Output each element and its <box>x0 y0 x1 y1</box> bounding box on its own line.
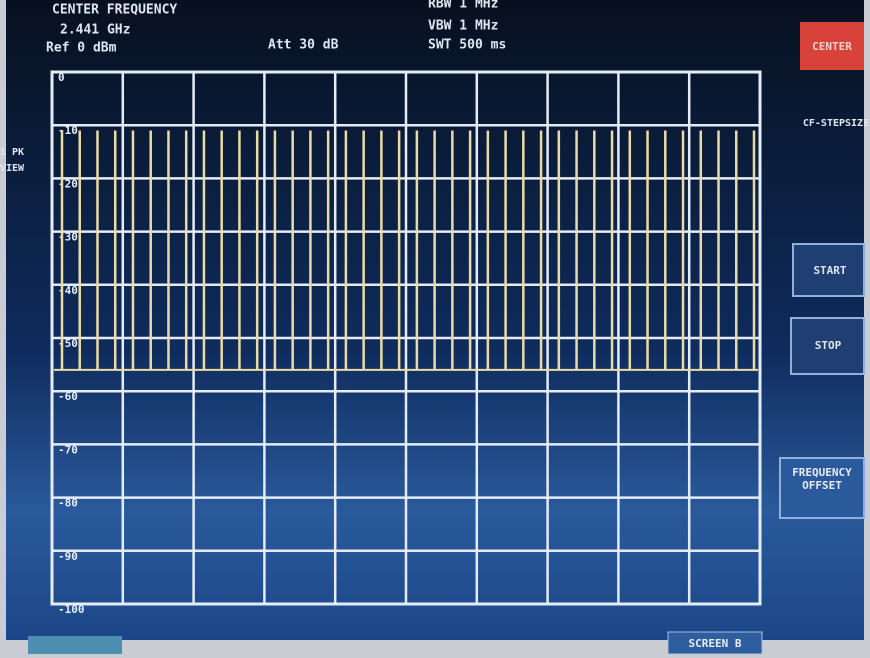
attenuation: Att 30 dB <box>268 38 339 53</box>
softkey-offset-text: FREQUENCY OFFSET <box>792 466 852 492</box>
ref-level: Ref 0 dBm <box>46 41 117 56</box>
y-tick-label: -90 <box>58 550 78 563</box>
plot: 0-10-20-30-40-50-60-70-80-90-100 <box>50 70 762 616</box>
softkey-label[interactable]: STOP <box>815 339 842 352</box>
bottom-tab[interactable] <box>28 636 122 654</box>
softkey-label[interactable]: FREQUENCY OFFSET <box>792 466 852 492</box>
y-tick-label: -100 <box>58 603 85 616</box>
vbw: VBW 1 MHz <box>428 19 498 34</box>
softkey-offset[interactable] <box>779 457 865 519</box>
center-value: 2.441 GHz <box>60 23 130 38</box>
softkey-label[interactable]: CENTER <box>812 40 852 53</box>
y-tick-label: -60 <box>58 390 78 403</box>
y-tick-label: -70 <box>58 443 78 456</box>
center-label: CENTER FREQUENCY <box>52 3 177 18</box>
sweep-time: SWT 500 ms <box>428 38 506 53</box>
softkey-stop[interactable] <box>790 317 865 375</box>
softkey-label[interactable]: CF-STEPSIZE <box>803 118 869 129</box>
trace-view: VIEW <box>0 163 25 174</box>
softkey-center[interactable] <box>800 22 864 70</box>
y-tick-label: 0 <box>58 71 65 84</box>
softkey-start[interactable] <box>792 243 865 297</box>
y-tick-label: -80 <box>58 497 78 510</box>
softkey-label[interactable]: START <box>813 264 846 277</box>
screen-label[interactable]: SCREEN B <box>689 637 742 650</box>
trace-mode: 1 PK <box>0 147 24 158</box>
rbw: RBW 1 MHz <box>428 0 498 12</box>
